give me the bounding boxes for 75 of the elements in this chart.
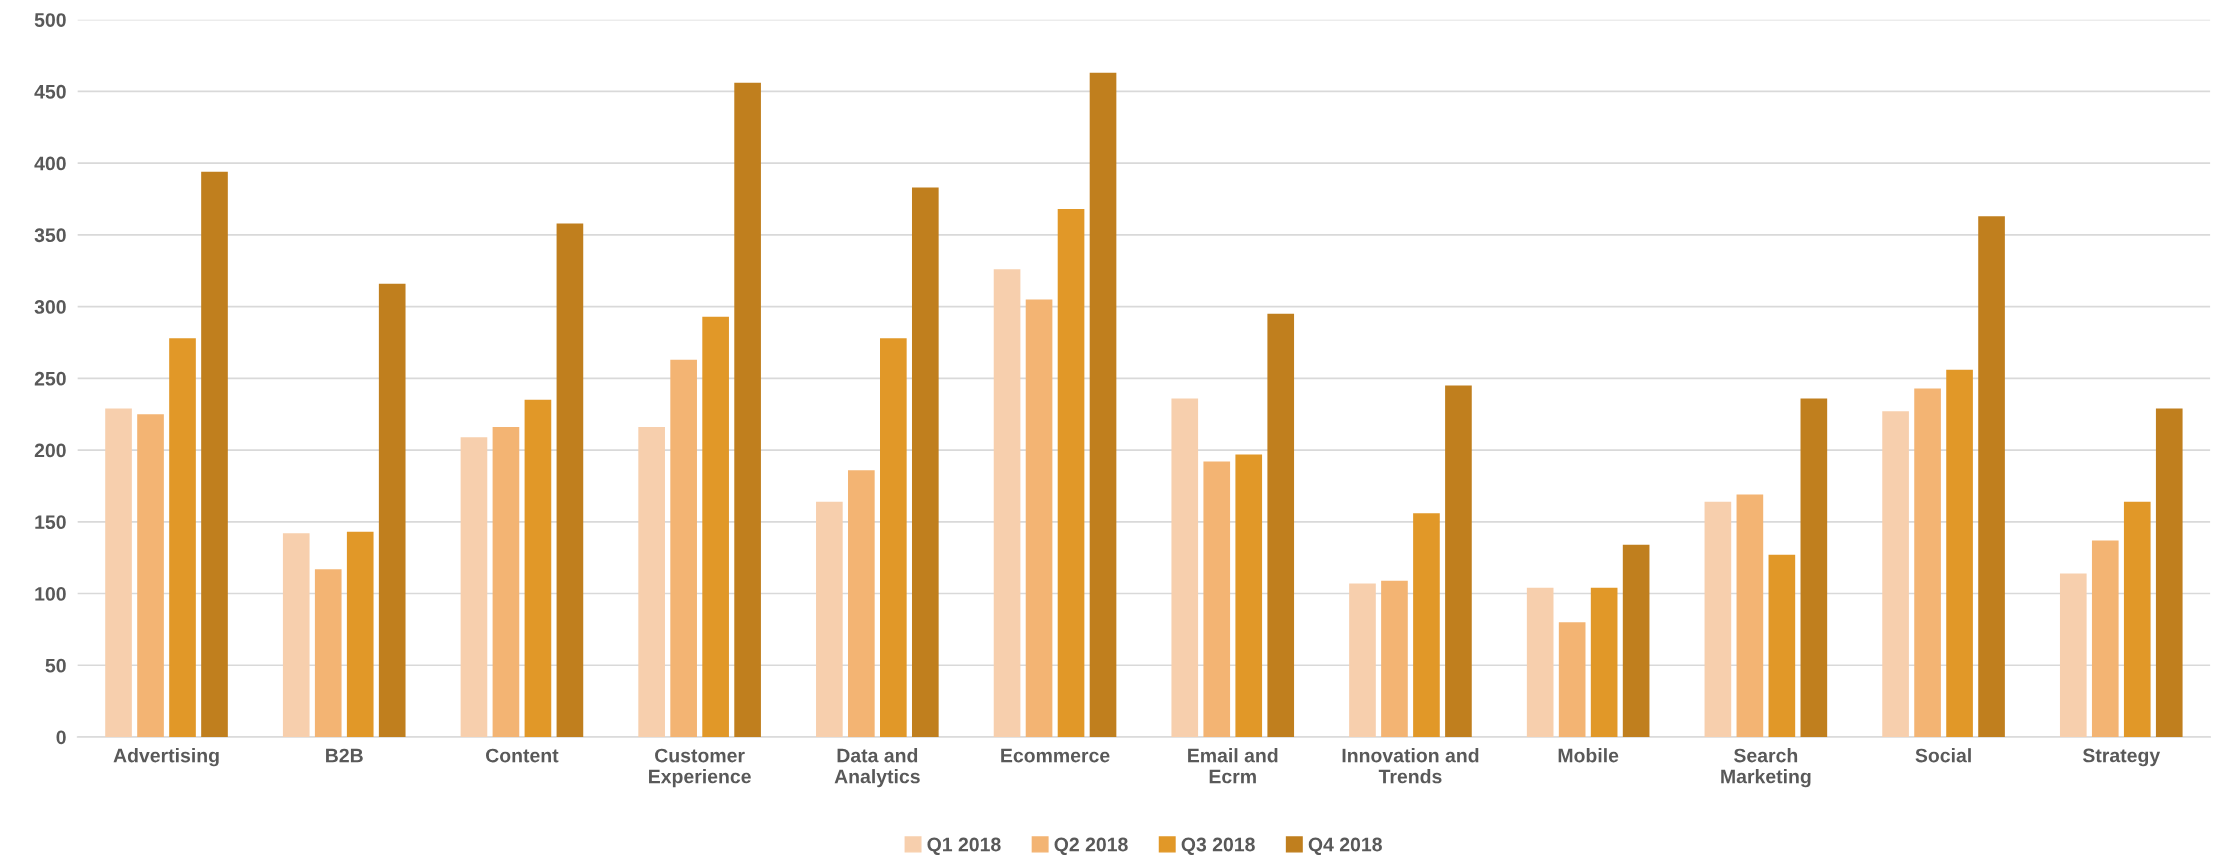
x-tick-label: Data and Analytics: [834, 748, 920, 788]
bar: [2059, 573, 2087, 738]
bar: [911, 187, 939, 738]
legend-label: Q4 2018: [1308, 837, 1382, 855]
bar: [2155, 408, 2183, 738]
bar: [1171, 398, 1199, 738]
bar: [346, 531, 374, 738]
bar: [2091, 540, 2119, 738]
bar: [201, 171, 228, 738]
bar: [2123, 501, 2151, 738]
y-tick-label: 200: [34, 443, 66, 458]
y-tick-label: 500: [34, 13, 66, 27]
bar: [1203, 461, 1231, 738]
bar: [1025, 299, 1053, 738]
bar: [1381, 580, 1408, 738]
bar: [1978, 216, 2005, 738]
bar: [702, 316, 729, 738]
bar: [848, 470, 875, 738]
bar: [1526, 587, 1554, 738]
bar: [1057, 209, 1085, 738]
bar: [137, 414, 164, 738]
x-tick-label: Strategy: [2082, 748, 2161, 767]
bar: [1445, 385, 1472, 738]
bar: [378, 283, 406, 738]
bar: [1704, 501, 1732, 738]
bar: [1914, 388, 1941, 738]
y-tick-label: 300: [34, 300, 66, 314]
y-tick-label: 350: [34, 228, 66, 243]
y-tick-label: 50: [45, 658, 66, 673]
bar: [816, 501, 843, 738]
bar: [1267, 313, 1295, 738]
bar: [105, 408, 132, 738]
bar: [1235, 454, 1263, 738]
x-tick-label: Search Marketing: [1721, 748, 1811, 788]
x-tick-label: Innovation and Trends: [1342, 748, 1479, 784]
bar: [1089, 72, 1117, 738]
bar: [670, 359, 697, 738]
x-tick-label: Ecommerce: [1001, 748, 1110, 763]
x-tick-label: Content: [486, 748, 559, 763]
x-tick-label: Mobile: [1558, 748, 1619, 763]
bar: [880, 338, 907, 738]
y-tick-label: 250: [34, 371, 66, 386]
legend-label: Q2 2018: [1054, 837, 1128, 855]
bar: [556, 223, 584, 738]
y-tick-label: 400: [34, 156, 66, 171]
y-tick-label: 450: [34, 84, 66, 99]
bar: [1558, 622, 1586, 738]
bar: [314, 569, 342, 738]
bar: [524, 399, 552, 738]
bar: [638, 427, 665, 738]
bar: [734, 82, 761, 738]
x-tick-label: Advertising: [113, 748, 219, 767]
bar: [1349, 583, 1376, 738]
bar: [460, 437, 488, 738]
y-tick-label: 100: [35, 587, 66, 601]
bar: [169, 338, 196, 738]
x-tick-label: Social: [1915, 748, 1971, 763]
bar: [1768, 554, 1796, 738]
y-tick-label: 0: [56, 730, 66, 745]
bar: [1736, 494, 1764, 738]
legend-label: Q3 2018: [1181, 837, 1255, 855]
bar: [492, 427, 520, 738]
bar: [1413, 513, 1440, 738]
bar: [1882, 411, 1909, 738]
x-tick-label: Email and Ecrm: [1188, 748, 1278, 784]
bar: [1800, 398, 1828, 738]
bar: [1946, 369, 1973, 738]
bar: [1590, 587, 1618, 738]
legend-label: Q1 2018: [927, 837, 1001, 855]
bar: [993, 269, 1021, 738]
y-tick-label: 150: [35, 515, 66, 530]
x-tick-label: B2B: [326, 748, 363, 763]
bar: [1622, 544, 1650, 738]
bar: [282, 533, 310, 738]
x-tick-label: Customer Experience: [649, 748, 751, 788]
